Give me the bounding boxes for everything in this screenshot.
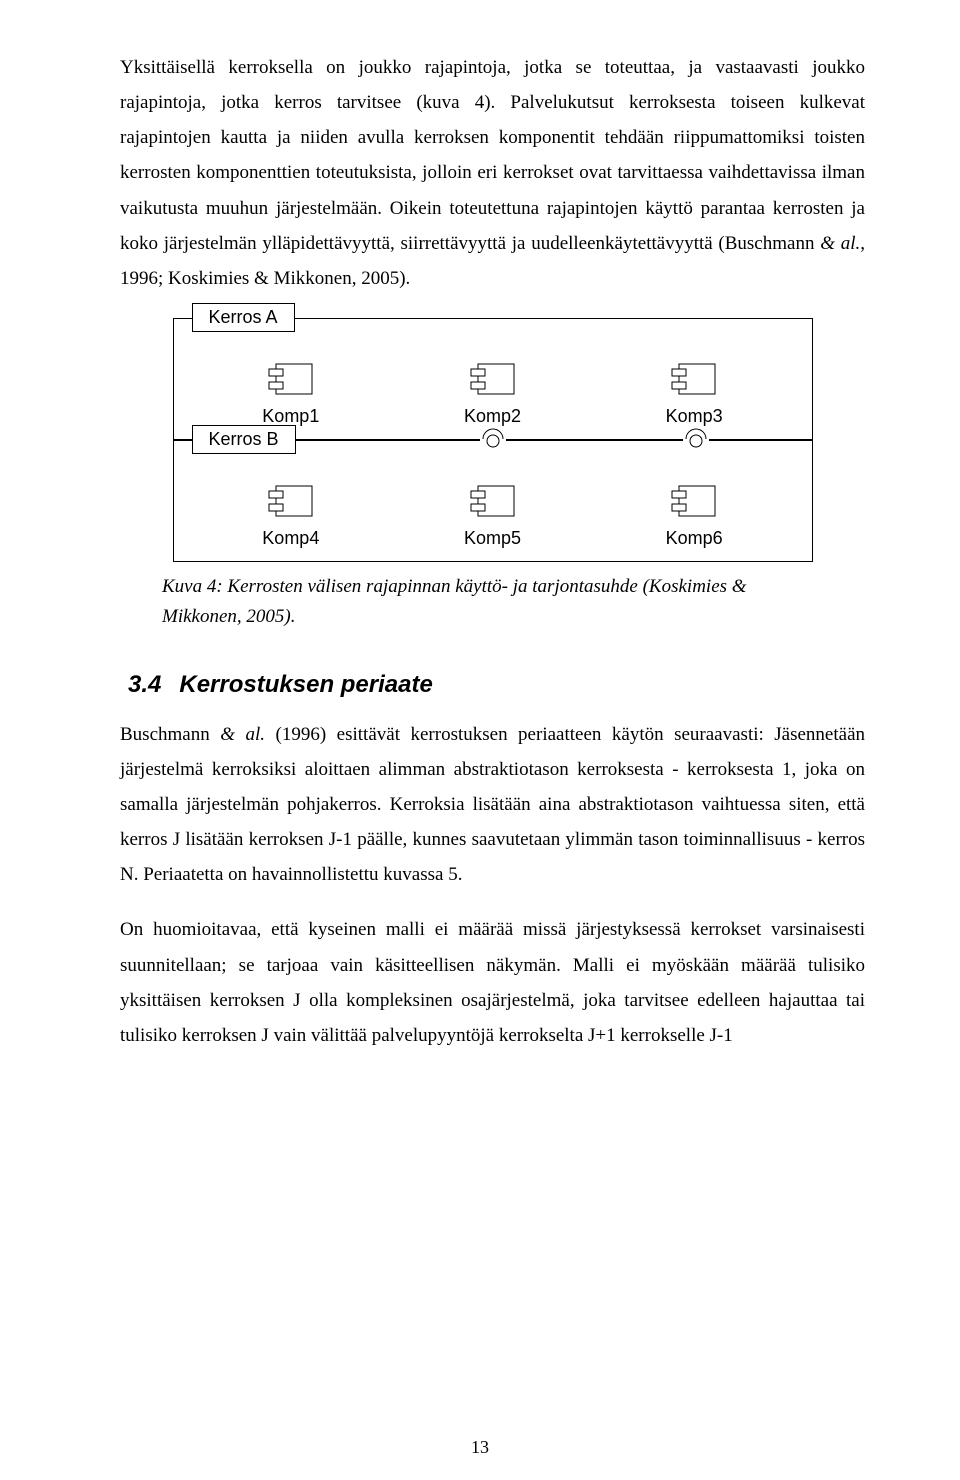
figure-4-diagram: Kerros A Komp1 — [173, 318, 813, 562]
ball-socket-icon — [480, 426, 506, 452]
comp-1-label: Komp1 — [192, 406, 391, 427]
figure-4-caption: Kuva 4: Kerrosten välisen rajapinnan käy… — [162, 572, 865, 633]
para2-etal: & al. — [220, 724, 265, 745]
section-heading-3-4: 3.4 Kerrostuksen periaate — [128, 671, 865, 699]
component-icon — [671, 363, 717, 400]
ball-socket-icon — [683, 426, 709, 452]
para1-b: . Palvelukutsut kerroksesta toiseen kulk… — [120, 92, 865, 254]
para2-b: (1996) esittävät kerrostuksen periaattee… — [120, 724, 865, 886]
layer-a: Kerros A Komp1 — [173, 318, 813, 440]
layer-b: Kerros B Komp4 — [173, 440, 813, 562]
paragraph-1: Yksittäisellä kerroksella on joukko raja… — [120, 50, 865, 296]
heading-number: 3.4 — [128, 671, 161, 699]
comp-3-label: Komp3 — [595, 406, 794, 427]
layer-a-row: Komp1 Komp2 — [192, 363, 794, 427]
comp-4: Komp4 — [192, 485, 391, 549]
comp-6-label: Komp6 — [595, 528, 794, 549]
page-number: 13 — [0, 1437, 960, 1458]
component-icon — [470, 363, 516, 400]
comp-2: Komp2 — [393, 363, 592, 427]
component-icon — [268, 363, 314, 400]
component-icon — [470, 485, 516, 522]
comp-4-label: Komp4 — [192, 528, 391, 549]
para1-etal: & al. — [820, 233, 860, 254]
comp-5: Komp5 — [393, 485, 592, 549]
caption-line2: Mikkonen, 2005). — [162, 606, 295, 627]
caption-line1: Kuva 4: Kerrosten välisen rajapinnan käy… — [162, 576, 747, 597]
para2-a: Buschmann — [120, 724, 220, 745]
comp-6: Komp6 — [595, 485, 794, 549]
component-icon — [671, 485, 717, 522]
layer-b-tab: Kerros B — [192, 425, 296, 454]
comp-5-label: Komp5 — [393, 528, 592, 549]
layer-a-tab: Kerros A — [192, 303, 295, 332]
page: Yksittäisellä kerroksella on joukko raja… — [0, 0, 960, 1480]
layer-b-row: Komp4 Komp5 — [192, 485, 794, 549]
para1-ref: (kuva 4) — [416, 92, 490, 113]
paragraph-3: On huomioitavaa, että kyseinen malli ei … — [120, 912, 865, 1053]
heading-text: Kerrostuksen periaate — [179, 671, 432, 698]
comp-2-label: Komp2 — [393, 406, 592, 427]
comp-3: Komp3 — [595, 363, 794, 427]
component-icon — [268, 485, 314, 522]
paragraph-2: Buschmann & al. (1996) esittävät kerrost… — [120, 717, 865, 893]
comp-1: Komp1 — [192, 363, 391, 427]
